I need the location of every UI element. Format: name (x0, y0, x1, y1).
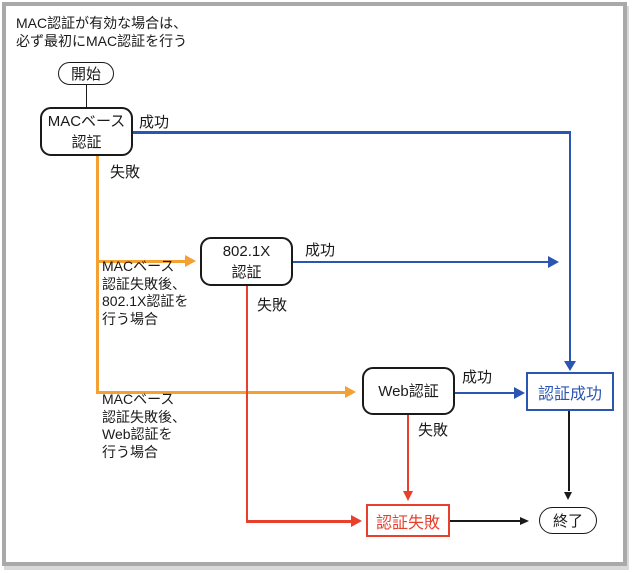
node-web-auth: Web認証 (362, 367, 455, 415)
node-dot1x-auth-label-1: 802.1X (222, 242, 271, 260)
note-mac-first: MAC認証が有効な場合は、 必ず最初にMAC認証を行う (16, 15, 187, 50)
label-mac-success: 成功 (139, 114, 170, 131)
node-mac-auth-label-2: 認証 (71, 133, 102, 151)
edge-mac-success-v (568, 131, 571, 362)
node-auth-success-label: 認証成功 (537, 385, 602, 403)
note-line-1: MAC認証が有効な場合は、 (16, 15, 188, 31)
label-dot1x-success: 成功 (305, 242, 336, 259)
arrowhead-into-auth-success-top (563, 361, 576, 371)
note-dot1x-line-1: MACベース (102, 258, 175, 274)
edge-success-to-end-v (568, 411, 570, 491)
arrowhead-dot1x-success (548, 255, 559, 268)
label-mac-fail: 失敗 (110, 164, 141, 181)
node-dot1x-auth: 802.1X 認証 (200, 237, 293, 286)
label-dot1x-fail: 失敗 (257, 297, 288, 314)
arrowhead-into-end-left (520, 516, 529, 525)
note-web-line-4: 行う場合 (102, 443, 158, 460)
edge-web-success-h (455, 391, 515, 394)
note-web-branch: MACベース 認証失敗後、 Web認証を 行う場合 (102, 391, 186, 461)
node-dot1x-auth-label-2: 認証 (231, 263, 262, 281)
arrowhead-into-auth-fail-top (402, 491, 413, 501)
edge-dot1x-success-h (293, 260, 548, 263)
node-mac-auth: MACベース 認証 (40, 107, 133, 156)
edge-fail-to-end-h (450, 520, 520, 522)
note-line-2: 必ず最初にMAC認証を行う (16, 32, 188, 49)
node-auth-fail: 認証失敗 (366, 504, 450, 537)
node-start-label: 開始 (70, 66, 101, 83)
note-web-line-2: 認証失敗後、 (102, 408, 186, 425)
note-web-line-3: Web認証を (102, 426, 173, 442)
node-end: 終了 (539, 507, 597, 534)
edge-start-to-mac (85, 85, 87, 107)
label-web-fail: 失敗 (418, 422, 449, 439)
note-dot1x-branch: MACベース 認証失敗後、 802.1X認証を 行う場合 (102, 258, 188, 328)
note-dot1x-line-4: 行う場合 (102, 310, 158, 327)
edge-mac-success-h (133, 131, 571, 134)
edge-web-fail-v (406, 415, 410, 491)
note-dot1x-line-3: 802.1X認証を (102, 293, 189, 309)
edge-branch-to-dot1x (95, 259, 186, 263)
node-mac-auth-label-1: MACベース (47, 112, 126, 130)
node-auth-success: 認証成功 (526, 372, 614, 411)
label-web-success: 成功 (462, 369, 493, 386)
arrowhead-into-web (345, 385, 356, 398)
node-end-label: 終了 (552, 513, 583, 530)
arrowhead-into-dot1x (185, 254, 196, 267)
edge-dot1x-fail-h (245, 520, 352, 523)
edge-mac-fail-v (95, 156, 99, 393)
note-web-line-1: MACベース (102, 391, 175, 407)
note-dot1x-line-2: 認証失敗後、 (102, 275, 186, 292)
edge-branch-to-web (95, 390, 346, 394)
node-web-auth-label: Web認証 (378, 382, 439, 400)
diagram-frame (2, 2, 627, 566)
node-auth-fail-label: 認証失敗 (375, 514, 440, 532)
arrowhead-web-success (514, 386, 525, 399)
node-start: 開始 (58, 62, 114, 85)
arrowhead-into-auth-fail-left (351, 515, 362, 527)
edge-dot1x-fail-v (245, 286, 249, 522)
arrowhead-into-end-top (564, 492, 573, 500)
